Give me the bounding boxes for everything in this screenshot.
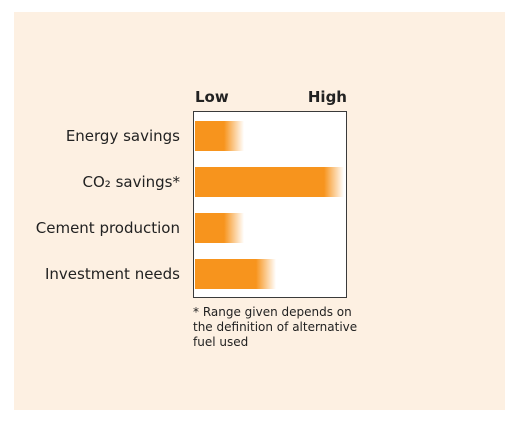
- category-label: Cement production: [35, 219, 180, 237]
- bar: [195, 259, 276, 289]
- footnote: * Range given depends on the definition …: [193, 305, 358, 349]
- category-label: Investment needs: [44, 265, 180, 283]
- bar: [195, 167, 344, 197]
- bar: [195, 121, 244, 151]
- x-tick-label: High: [307, 88, 347, 106]
- bar: [195, 213, 244, 243]
- category-label: Energy savings: [65, 127, 180, 145]
- x-tick-label: Low: [195, 88, 229, 106]
- category-label: CO₂ savings*: [82, 173, 180, 191]
